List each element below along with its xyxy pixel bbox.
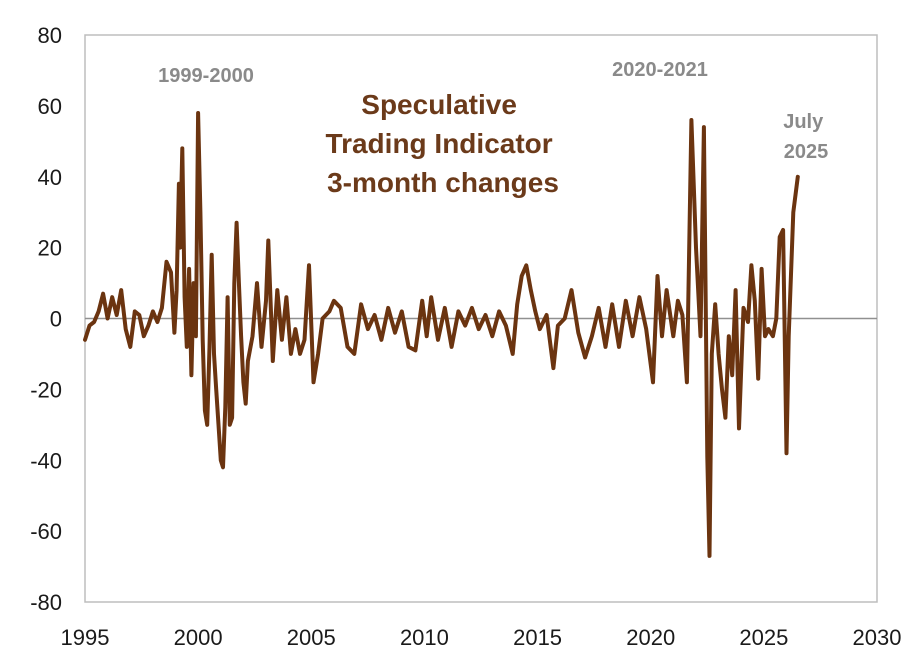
annotation-2025: 2025 <box>784 141 829 163</box>
x-tick-label: 2000 <box>174 625 223 650</box>
annotation-2020-2021: 2020-2021 <box>612 59 708 81</box>
x-tick-label: 1995 <box>61 625 110 650</box>
x-tick-label: 2010 <box>400 625 449 650</box>
y-tick-label: 60 <box>38 94 62 119</box>
annotation-1999-2000: 1999-2000 <box>158 65 254 87</box>
x-tick-label: 2025 <box>739 625 788 650</box>
chart-title: Speculative Trading Indicator 3-month ch… <box>326 89 561 198</box>
title-line-1: Speculative <box>361 89 517 120</box>
y-tick-label: -60 <box>30 519 62 544</box>
title-line-2: Trading Indicator <box>326 128 553 159</box>
annotation-july: July <box>783 111 824 133</box>
x-tick-label: 2005 <box>287 625 336 650</box>
y-tick-label: -80 <box>30 590 62 615</box>
y-tick-label: 40 <box>38 165 62 190</box>
x-tick-label: 2030 <box>853 625 902 650</box>
x-tick-label: 2015 <box>513 625 562 650</box>
y-tick-label: 0 <box>50 307 62 332</box>
y-tick-label: -20 <box>30 377 62 402</box>
x-tick-label: 2020 <box>626 625 675 650</box>
y-tick-label: 80 <box>38 23 62 48</box>
title-line-3: 3-month changes <box>327 167 559 198</box>
y-tick-label: -40 <box>30 448 62 473</box>
y-axis: 80 60 40 20 0 -20 -40 -60 -80 <box>30 23 62 615</box>
annotation-july-2025: July 2025 <box>783 111 829 163</box>
x-axis: 1995 2000 2005 2010 2015 2020 2025 2030 <box>61 625 902 650</box>
y-tick-label: 20 <box>38 236 62 261</box>
series-line <box>83 111 800 558</box>
